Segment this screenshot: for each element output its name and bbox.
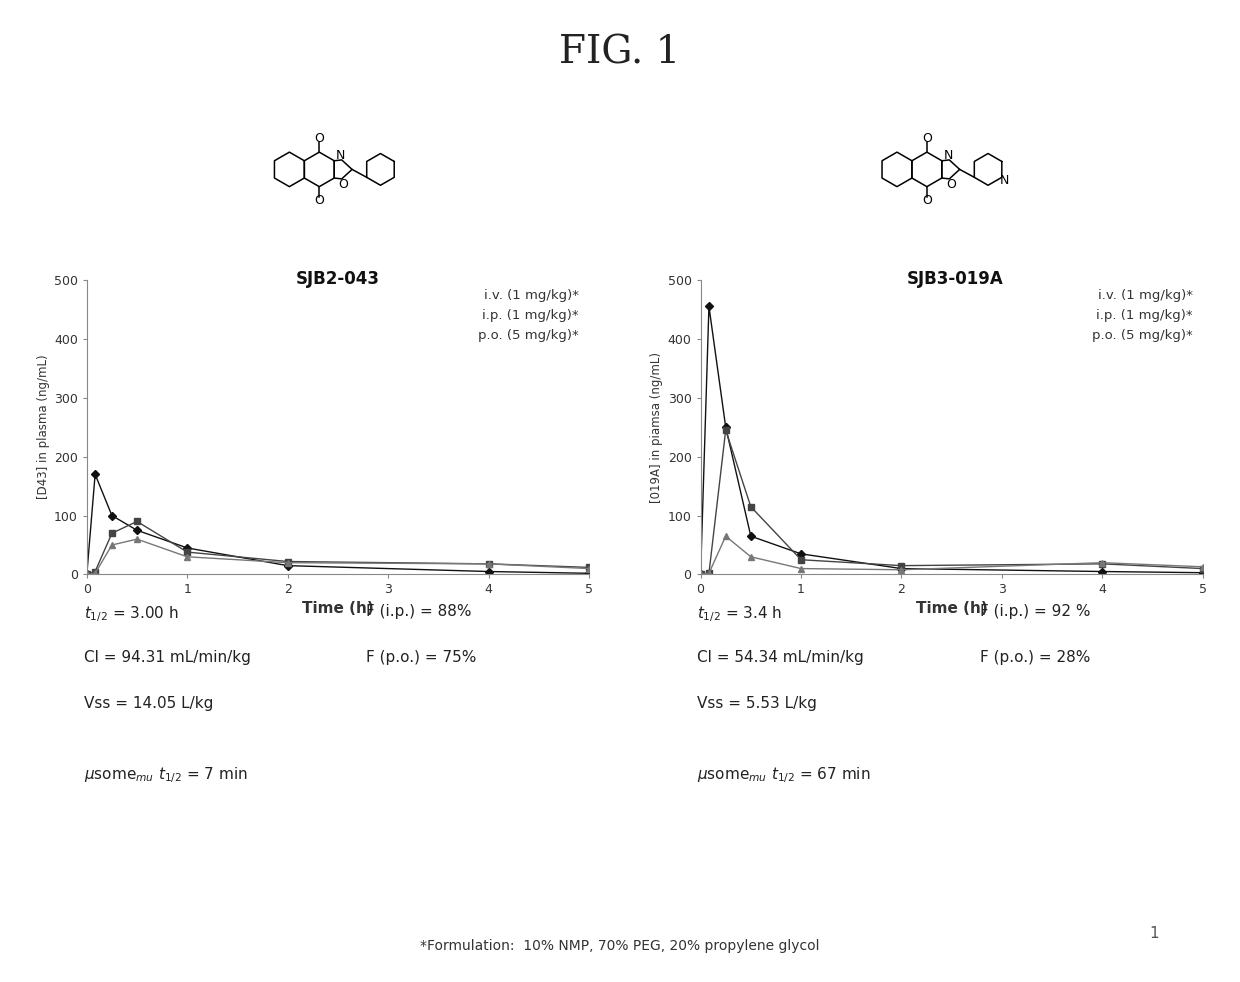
Text: Cl = 94.31 mL/min/kg: Cl = 94.31 mL/min/kg <box>84 650 252 665</box>
Text: Vss = 14.05 L/kg: Vss = 14.05 L/kg <box>84 696 213 711</box>
Text: O: O <box>921 132 931 145</box>
Text: O: O <box>946 178 956 191</box>
Text: F (p.o.) = 28%: F (p.o.) = 28% <box>980 650 1090 665</box>
X-axis label: Time (h): Time (h) <box>916 601 987 616</box>
Text: N: N <box>336 149 346 162</box>
Text: $t_{1/2}$ = 3.00 h: $t_{1/2}$ = 3.00 h <box>84 604 180 624</box>
Text: F (i.p.) = 88%: F (i.p.) = 88% <box>366 604 471 619</box>
Text: O: O <box>314 132 324 145</box>
Text: F (p.o.) = 75%: F (p.o.) = 75% <box>366 650 476 665</box>
Y-axis label: [019A] in piamsa (ng/mL): [019A] in piamsa (ng/mL) <box>651 352 663 503</box>
Text: $\mu$some$_{mu}$ $t_{1/2}$ = 7 min: $\mu$some$_{mu}$ $t_{1/2}$ = 7 min <box>84 766 248 786</box>
Text: N: N <box>999 174 1009 187</box>
Text: N: N <box>944 149 954 162</box>
Text: Cl = 54.34 mL/min/kg: Cl = 54.34 mL/min/kg <box>697 650 863 665</box>
Text: O: O <box>339 178 348 191</box>
Text: FIG. 1: FIG. 1 <box>559 34 681 72</box>
Text: i.v. (1 mg/kg)*
i.p. (1 mg/kg)*
p.o. (5 mg/kg)*: i.v. (1 mg/kg)* i.p. (1 mg/kg)* p.o. (5 … <box>1092 289 1193 342</box>
Y-axis label: [D43] in plasma (ng/mL): [D43] in plasma (ng/mL) <box>37 355 50 500</box>
Text: SJB3-019A: SJB3-019A <box>906 270 1003 288</box>
Text: 1: 1 <box>1149 926 1159 941</box>
Text: O: O <box>314 193 324 207</box>
X-axis label: Time (h): Time (h) <box>303 601 373 616</box>
Text: Vss = 5.53 L/kg: Vss = 5.53 L/kg <box>697 696 817 711</box>
Text: O: O <box>921 193 931 207</box>
Text: $\mu$some$_{mu}$ $t_{1/2}$ = 67 min: $\mu$some$_{mu}$ $t_{1/2}$ = 67 min <box>697 766 870 786</box>
Text: $t_{1/2}$ = 3.4 h: $t_{1/2}$ = 3.4 h <box>697 604 782 624</box>
Text: *Formulation:  10% NMP, 70% PEG, 20% propylene glycol: *Formulation: 10% NMP, 70% PEG, 20% prop… <box>420 939 820 953</box>
Text: F (i.p.) = 92 %: F (i.p.) = 92 % <box>980 604 1090 619</box>
Text: i.v. (1 mg/kg)*
i.p. (1 mg/kg)*
p.o. (5 mg/kg)*: i.v. (1 mg/kg)* i.p. (1 mg/kg)* p.o. (5 … <box>479 289 579 342</box>
Text: SJB2-043: SJB2-043 <box>295 270 379 288</box>
